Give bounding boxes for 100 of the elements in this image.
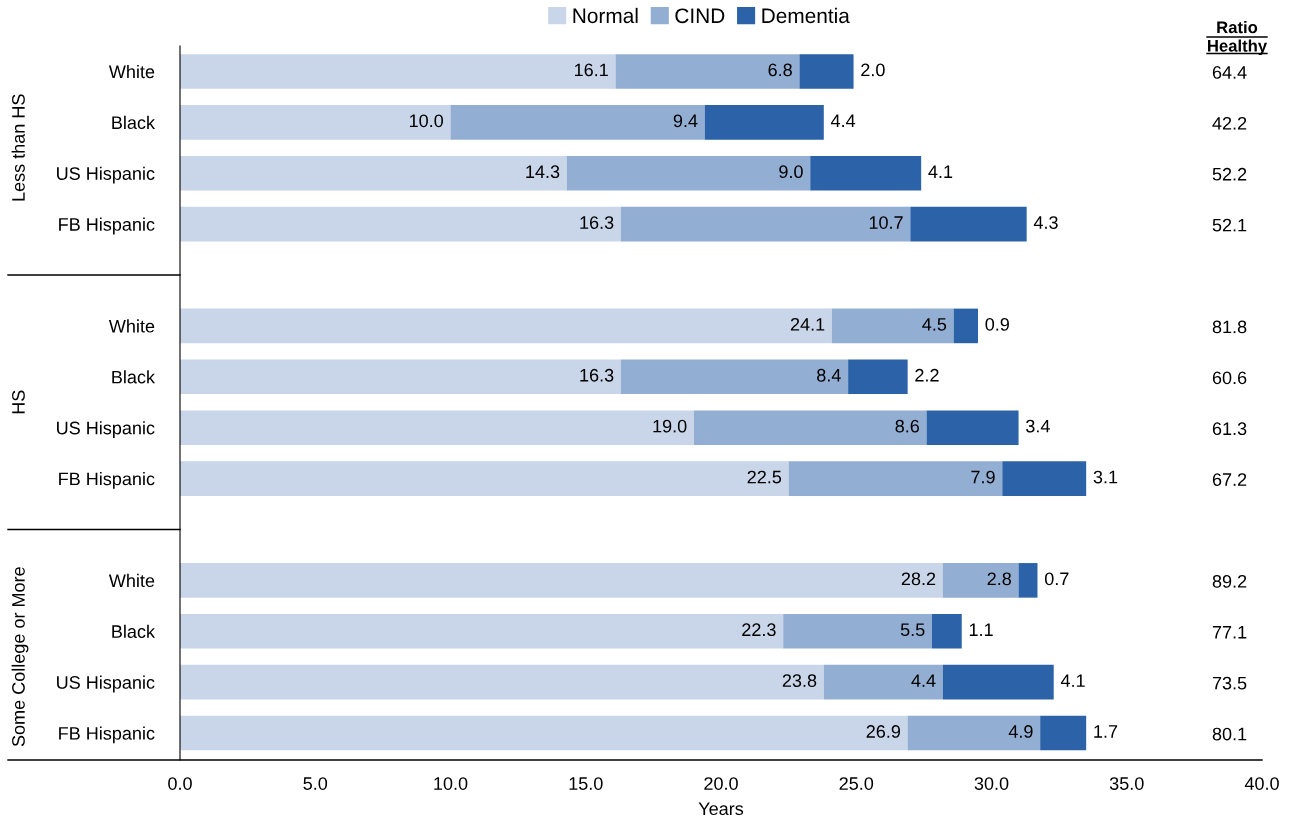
x-tick-label: 25.0 [839, 777, 874, 790]
y-tick-label: US Hispanic [57, 166, 155, 184]
annotation: 67.2 [1212, 473, 1247, 486]
annotation: 73.5 [1212, 676, 1247, 690]
data-label: 10.0 [409, 114, 444, 128]
x-tick-label: 40.0 [1244, 777, 1279, 790]
data-label: 5.5 [900, 623, 925, 637]
legend-label: Normal [573, 7, 638, 24]
x-tick-label: 30.0 [974, 777, 1009, 790]
bar [620, 206, 911, 242]
annotation: 60.6 [1212, 371, 1247, 385]
data-label: 4.4 [830, 114, 856, 128]
data-label: 8.4 [817, 368, 841, 382]
data-label: 24.1 [790, 317, 825, 331]
x-tick-label: 5.0 [303, 777, 328, 790]
legend-label: CIND [675, 8, 725, 24]
data-label: 0.7 [1044, 572, 1069, 586]
y-tick-label: FB Hispanic [59, 472, 155, 489]
data-label: 16.3 [580, 216, 614, 229]
bar [180, 715, 908, 751]
x-tick-label: 20.0 [704, 777, 738, 790]
data-label: 19.0 [653, 419, 687, 433]
data-label: 3.4 [1026, 419, 1050, 433]
bar [180, 359, 621, 395]
y-tick-label: White [108, 64, 155, 79]
x-tick-label: 10.0 [434, 777, 468, 790]
annotation: 42.2 [1212, 116, 1247, 130]
data-label: 23.8 [782, 674, 817, 687]
y-tick-label: Black [112, 115, 156, 130]
bar [180, 613, 784, 649]
y-tick-label: FB Hispanic [59, 726, 155, 744]
x-tick-label: 35.0 [1109, 777, 1144, 790]
bar [180, 563, 943, 598]
bar [1040, 715, 1087, 751]
x-tick-label: 0.0 [168, 777, 192, 790]
data-label: 0.9 [985, 317, 1009, 331]
annotation: 52.2 [1212, 167, 1247, 181]
legend-label: Dementia [762, 7, 850, 24]
bar [180, 105, 451, 140]
bar [926, 410, 1019, 445]
bar [180, 308, 832, 344]
data-label: 4.1 [928, 165, 953, 178]
text: Some College or More [11, 567, 29, 747]
bar [180, 461, 789, 496]
bar [953, 308, 978, 344]
x-tick-label: 15.0 [569, 777, 603, 790]
data-label: 22.5 [747, 470, 782, 484]
data-label: 26.9 [866, 725, 901, 738]
bar [180, 54, 616, 89]
data-label: 1.7 [1094, 725, 1118, 738]
annotation: 89.2 [1212, 574, 1247, 588]
data-label: 4.1 [1060, 674, 1085, 687]
data-label: 4.4 [911, 674, 936, 687]
data-label: 9.0 [779, 165, 803, 179]
bar [566, 155, 811, 191]
data-label: 8.6 [895, 419, 920, 433]
data-label: 4.9 [1008, 725, 1033, 738]
data-label: 16.1 [574, 63, 608, 77]
data-label: 22.3 [742, 623, 776, 637]
bar [783, 613, 932, 649]
bar [704, 105, 824, 140]
bar [788, 461, 1003, 496]
bar [907, 715, 1041, 751]
data-label: 2.2 [915, 368, 939, 382]
bar [620, 359, 849, 395]
data-label: 2.8 [987, 572, 1011, 586]
bar [848, 359, 908, 395]
data-label: 16.3 [580, 368, 614, 382]
annotation: 52.1 [1212, 218, 1247, 232]
data-label: 1.1 [969, 623, 993, 636]
data-label: 28.2 [901, 572, 936, 586]
bar [693, 410, 927, 445]
bar [799, 54, 854, 89]
y-tick-label: Black [112, 624, 156, 638]
bar [910, 206, 1027, 242]
text: HS [12, 390, 25, 414]
annotation: 80.1 [1212, 727, 1247, 741]
data-label: 6.8 [768, 63, 792, 77]
bar [942, 664, 1054, 700]
bar [942, 563, 1019, 598]
data-label: 7.9 [971, 470, 995, 484]
bar [831, 308, 954, 344]
y-tick-label: US Hispanic [57, 421, 155, 438]
y-tick-label: US Hispanic [57, 675, 155, 693]
bar [615, 54, 800, 89]
data-label: 2.0 [861, 63, 885, 77]
data-label: 4.5 [922, 318, 947, 331]
data-label: 14.3 [526, 165, 560, 179]
y-tick-label: FB Hispanic [59, 217, 155, 235]
bar [810, 155, 922, 191]
data-label: 4.3 [1033, 216, 1058, 229]
data-label: 3.1 [1093, 470, 1118, 484]
text: Less than HS [11, 94, 25, 201]
annotation: Ratio Healthy [1208, 20, 1268, 56]
y-tick-label: Black [112, 370, 156, 384]
bar [180, 155, 567, 191]
y-tick-label: White [108, 319, 155, 333]
bar [180, 664, 824, 700]
data-label: 9.4 [673, 114, 698, 128]
y-tick-label: White [108, 573, 155, 588]
